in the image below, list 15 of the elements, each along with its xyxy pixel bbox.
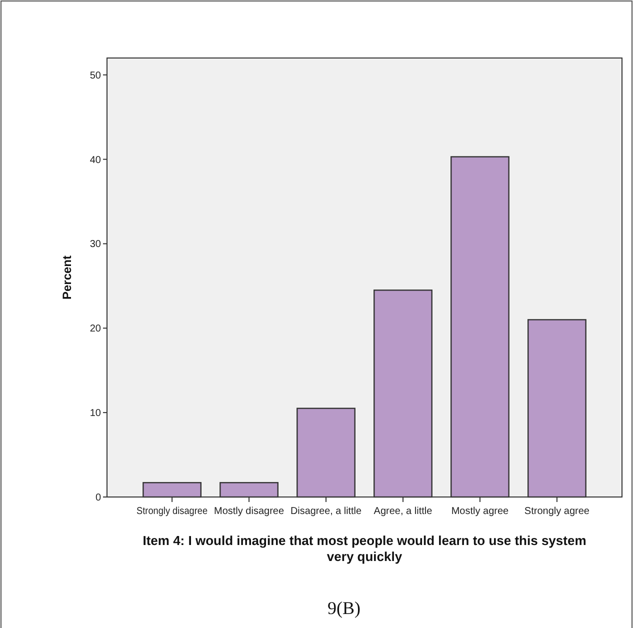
x-tick-label: Mostly disagree [214, 506, 284, 517]
x-tick-label: Mostly agree [451, 506, 510, 517]
x-tick-label: Strongly disagree [136, 506, 214, 517]
y-tick-label: 20 [90, 324, 102, 335]
x-tick-label: Agree, a little [374, 506, 433, 517]
y-tick-label: 50 [90, 70, 102, 82]
x-tick-label: Strongly agree [524, 506, 590, 517]
y-tick-label: 40 [90, 154, 102, 166]
x-axis-title: Item 4: I would imagine that most people would learn to use this system very quickly [142, 533, 586, 564]
y-tick-label: 10 [90, 408, 102, 420]
y-tick-label: 0 [95, 492, 102, 504]
y-axis-title: Percent [60, 255, 74, 300]
x-tick-label: Disagree, a little [290, 506, 362, 517]
y-tick-label: 30 [90, 239, 102, 250]
text: 9(B) [328, 598, 360, 618]
